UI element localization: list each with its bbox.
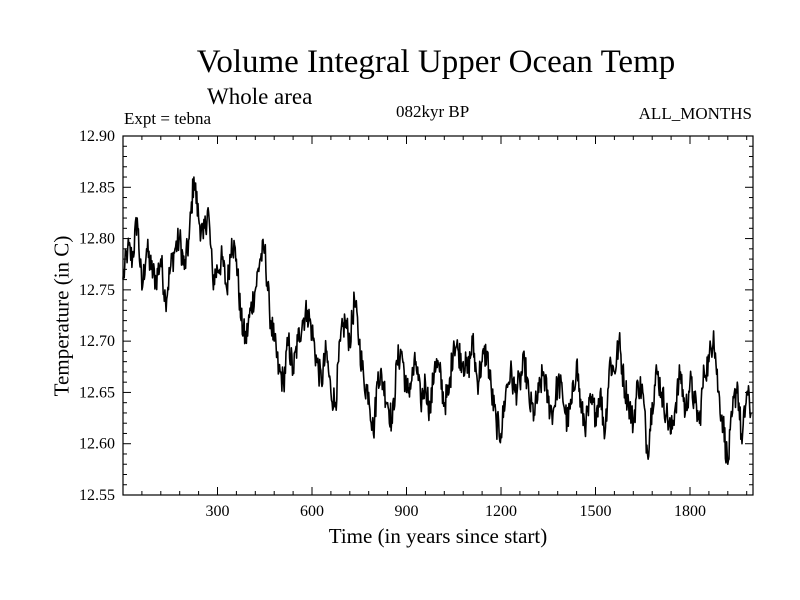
- months-label: ALL_MONTHS: [638, 104, 752, 123]
- y-tick-label: 12.70: [79, 333, 115, 350]
- experiment-label: Expt = tebna: [124, 109, 212, 128]
- plot-frame: [122, 135, 754, 496]
- x-tick-label: 300: [206, 503, 230, 520]
- x-tick-label: 1500: [580, 503, 612, 520]
- period-label: 082kyr BP: [396, 102, 470, 121]
- x-axis-label: Time (in years since start): [328, 524, 548, 548]
- chart-title: Volume Integral Upper Ocean Temp: [196, 44, 676, 80]
- x-tick-label: 1800: [674, 503, 706, 520]
- x-tick-label: 900: [395, 503, 419, 520]
- y-axis-label: Temperature (in C): [49, 235, 74, 397]
- y-tick-label: 12.60: [79, 436, 115, 453]
- y-tick-label: 12.65: [79, 384, 115, 401]
- chart-subtitle: Whole area: [207, 84, 313, 109]
- temperature-series-line: [122, 176, 753, 465]
- x-tick-label: 1200: [485, 503, 517, 520]
- y-tick-label: 12.90: [79, 128, 115, 145]
- y-tick-label: 12.75: [79, 282, 115, 299]
- y-tick-label: 12.80: [79, 231, 115, 248]
- y-tick-label: 12.85: [79, 179, 115, 196]
- y-tick-label: 12.55: [79, 487, 115, 504]
- x-tick-label: 600: [300, 503, 324, 520]
